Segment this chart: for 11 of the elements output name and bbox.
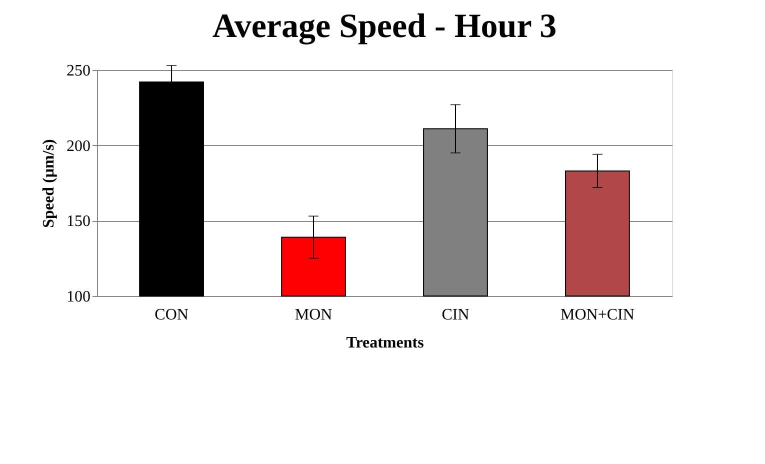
x-tick-label: MON <box>294 306 333 324</box>
x-tick-label: CON <box>154 306 189 324</box>
y-axis-title: Speed (µm/s) <box>40 139 58 228</box>
x-axis-title: Treatments <box>346 334 424 352</box>
y-tick-label: 200 <box>66 138 90 155</box>
x-tick-label: MON+CIN <box>560 306 635 324</box>
y-tick-label: 250 <box>66 62 90 80</box>
y-tick-label: 100 <box>66 288 90 306</box>
chart-title: Average Speed - Hour 3 <box>212 8 557 45</box>
x-tick-label: CIN <box>442 306 470 324</box>
y-tick-label: 150 <box>66 213 90 230</box>
